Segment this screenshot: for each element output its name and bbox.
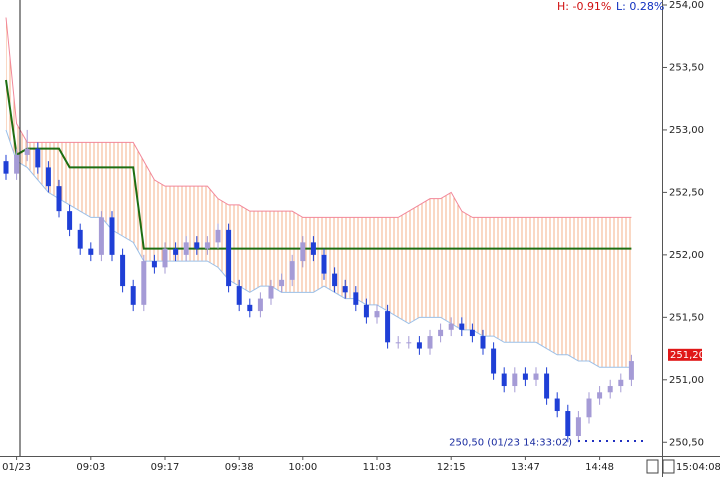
candle-body xyxy=(236,286,242,305)
candle-body xyxy=(448,323,454,330)
candle-body xyxy=(607,386,613,393)
last-price-label: 251,20 xyxy=(670,350,705,361)
candle-body xyxy=(385,311,391,343)
y-tick-label: 250,50 xyxy=(669,437,704,448)
x-tick-label: 01/23 xyxy=(2,462,31,473)
candle-body xyxy=(151,261,157,268)
candle-body xyxy=(459,323,465,330)
x-tick-label: 09:03 xyxy=(76,462,105,473)
candle-body xyxy=(183,242,189,255)
candle-body xyxy=(120,254,126,287)
y-tick-label: 252,00 xyxy=(669,250,704,261)
x-tick-label: 10:00 xyxy=(288,462,317,473)
candle-body xyxy=(77,229,83,249)
candle-body xyxy=(501,373,507,387)
last-price-box xyxy=(668,348,702,361)
x-tick-label: 14:48 xyxy=(585,462,614,473)
candle-body xyxy=(321,254,327,274)
candle-body xyxy=(3,161,9,174)
y-tick-label: 251,00 xyxy=(669,375,704,386)
candle-body xyxy=(257,298,263,312)
candle-body xyxy=(247,304,253,312)
candle-body xyxy=(162,248,168,268)
zoom-icon[interactable] xyxy=(662,459,675,474)
candle-body xyxy=(109,217,115,255)
candle-body xyxy=(310,242,316,255)
candle-body xyxy=(491,348,497,374)
candle-body xyxy=(469,329,475,337)
candle-body xyxy=(395,342,401,344)
candle-body xyxy=(554,398,560,412)
header-high: H: -0.91% xyxy=(557,0,611,13)
candle-body xyxy=(141,261,147,305)
candle-body xyxy=(130,286,136,305)
low-annotation: 250,50 (01/23 14:33:02) xyxy=(449,437,572,448)
y-tick-label: 254,00 xyxy=(669,0,704,11)
candle-body xyxy=(268,286,274,299)
x-tick-label: 13:47 xyxy=(511,462,540,473)
candle-body xyxy=(416,342,422,349)
y-tick-label: 253,00 xyxy=(669,125,704,136)
candle-body xyxy=(533,373,539,380)
candle-body xyxy=(279,279,285,287)
candle-body xyxy=(597,392,603,399)
candle-body xyxy=(586,398,592,418)
candle-body xyxy=(300,242,306,262)
y-tick-label: 251,50 xyxy=(669,312,704,323)
clock: 15:04:08 xyxy=(676,462,720,473)
candle-body xyxy=(24,148,30,155)
header-low: L: 0.28% xyxy=(616,0,664,13)
candle-body xyxy=(565,411,571,437)
base-line xyxy=(5,79,632,250)
candle-body xyxy=(289,261,295,280)
candle-body xyxy=(88,248,94,255)
candle-body xyxy=(512,373,518,387)
candle-body xyxy=(45,167,51,187)
y-tick-label: 252,50 xyxy=(669,187,704,198)
x-tick-label: 12:15 xyxy=(437,462,466,473)
candle-body xyxy=(342,286,348,293)
candle-body xyxy=(173,248,179,255)
candle-body xyxy=(56,186,62,212)
edit-icon[interactable] xyxy=(646,459,659,474)
candle-body xyxy=(427,336,433,349)
candle-body xyxy=(480,336,486,349)
candle-body xyxy=(226,229,232,287)
x-tick-label: 09:17 xyxy=(151,462,180,473)
candle-body xyxy=(204,242,210,249)
x-tick-label: 11:03 xyxy=(363,462,392,473)
candle-body xyxy=(544,373,550,399)
candle-body xyxy=(628,361,634,380)
candle-body xyxy=(438,329,444,337)
cloud-fill xyxy=(6,17,632,368)
candle-body xyxy=(67,211,73,230)
candle-body xyxy=(363,304,369,318)
x-tick-label: 09:38 xyxy=(225,462,254,473)
candle-body xyxy=(575,417,581,437)
candle-body xyxy=(522,373,528,380)
candle-body xyxy=(215,229,221,243)
candle-body xyxy=(406,342,412,344)
candle-body xyxy=(14,154,20,174)
candle-body xyxy=(194,242,200,249)
candle-body xyxy=(374,311,380,318)
cloud-upper-line xyxy=(5,17,632,218)
candle-body xyxy=(35,148,41,168)
candle-body xyxy=(98,217,104,255)
y-tick-label: 253,50 xyxy=(669,62,704,73)
candle-body xyxy=(353,292,359,305)
candle-body xyxy=(332,273,338,287)
candle-body xyxy=(618,379,624,387)
